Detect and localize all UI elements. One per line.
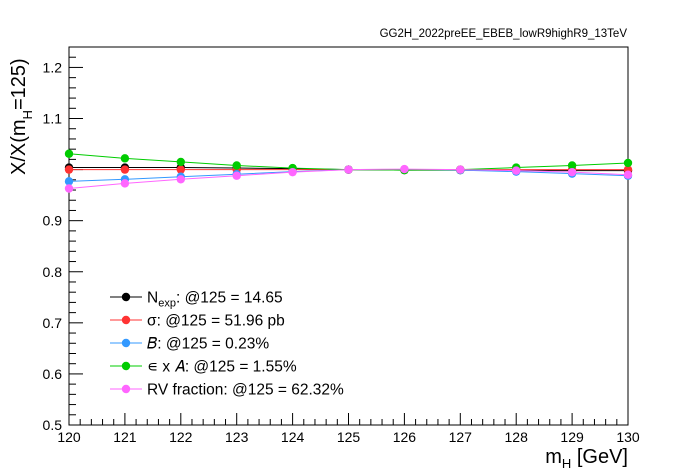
legend-label-value: : @125 = 51.96 pb: [157, 313, 285, 330]
data-point: [623, 170, 633, 179]
x-tick-label: 126: [393, 429, 417, 445]
legend-entry: Nexp: @125 = 14.65: [110, 290, 283, 310]
data-point: [623, 158, 633, 168]
y-axis-title-rest: =125): [8, 58, 30, 110]
legend-label-main: σ: [147, 313, 157, 330]
chart-title: GG2H_2022preEE_EBEB_lowR9highR9_13TeV: [380, 28, 628, 40]
legend-marker: [121, 292, 131, 302]
data-point: [232, 161, 241, 170]
data-point: [176, 165, 185, 174]
x-axis-title: mH [GeV]: [545, 446, 628, 471]
legend-label-value: : @125 = 1.55%: [185, 359, 297, 376]
x-tick-label: 129: [560, 429, 584, 445]
x-tick-label: 128: [505, 429, 529, 445]
y-tick-label: 0.5: [43, 417, 63, 433]
legend-label-value: : @125 = 0.23%: [157, 336, 269, 353]
data-point: [344, 165, 353, 174]
x-tick-label: 124: [281, 429, 305, 445]
data-point: [288, 167, 297, 177]
legend-label-value: : @125 = 62.32%: [223, 382, 344, 399]
legend-entry: RV fraction: @125 = 62.32%: [110, 382, 344, 399]
legend-marker: [121, 338, 131, 348]
data-point: [456, 165, 465, 174]
legend-label-value: : @125 = 14.65: [176, 290, 283, 307]
data-point: [64, 165, 74, 174]
legend-marker: [121, 361, 131, 371]
data-point: [567, 161, 577, 170]
x-tick-label: 120: [57, 429, 81, 445]
legend-label-subscript: exp: [158, 298, 176, 310]
data-point: [232, 171, 241, 180]
data-point: [64, 184, 74, 193]
data-point: [64, 177, 74, 186]
data-point: [120, 165, 130, 174]
y-tick-label: 0.6: [43, 366, 63, 382]
legend-label-main: 𝐵: [147, 336, 158, 353]
axis-ticks: [68, 46, 629, 426]
data-point: [512, 166, 521, 175]
data-point: [567, 167, 577, 177]
y-tick-label: 1.2: [43, 59, 63, 75]
data-point: [400, 164, 409, 174]
legend-marker: [121, 384, 131, 394]
data-point: [120, 154, 130, 163]
y-axis-title-subscript: H: [20, 110, 35, 119]
x-tick-label: 123: [225, 429, 249, 445]
legend-label: Nexp: @125 = 14.65: [147, 290, 283, 310]
x-tick-label: 130: [616, 429, 640, 445]
legend-label-main: RV fraction: [147, 382, 223, 399]
tick-labels: 120 121 122 123 124 125 126 127 128 129 130 0.5 0.6 0…: [43, 59, 640, 445]
data-point: [176, 175, 185, 184]
series-rv-fraction: [64, 164, 633, 193]
legend-entry: ∊ x 𝐴: @125 = 1.55%: [110, 359, 297, 376]
legend-label-main: ∊ x 𝐴: [147, 359, 185, 376]
legend-label: RV fraction: @125 = 62.32%: [147, 382, 344, 399]
data-point: [176, 157, 185, 167]
data-point: [64, 149, 74, 158]
x-tick-label: 122: [169, 429, 193, 445]
y-tick-label: 1.1: [43, 111, 63, 127]
y-axis-title: X/X(mH=125): [8, 58, 35, 175]
y-tick-label: 0.9: [43, 213, 63, 229]
y-axis-title-main: X/X(m: [8, 119, 30, 175]
legend-label: σ: @125 = 51.96 pb: [147, 313, 285, 330]
legend-label: 𝐵: @125 = 0.23%: [147, 336, 269, 353]
series-layer: [64, 149, 633, 193]
x-tick-label: 125: [337, 429, 361, 445]
data-point: [120, 179, 130, 188]
legend-entry: σ: @125 = 51.96 pb: [110, 313, 285, 330]
legend-label: ∊ x 𝐴: @125 = 1.55%: [147, 359, 297, 376]
x-axis-title-subscript: H: [562, 456, 571, 471]
x-axis-title-main: m: [545, 446, 562, 468]
legend-entry: 𝐵: @125 = 0.23%: [110, 336, 269, 353]
legend-label-main: N: [147, 290, 158, 307]
y-tick-label: 0.7: [43, 315, 63, 331]
legend: Nexp: @125 = 14.65σ: @125 = 51.96 pb𝐵: @…: [110, 290, 344, 399]
x-tick-label: 121: [113, 429, 137, 445]
x-tick-label: 127: [449, 429, 473, 445]
y-tick-label: 0.8: [43, 264, 63, 280]
x-axis-title-unit: [GeV]: [571, 446, 628, 468]
legend-marker: [121, 315, 131, 325]
